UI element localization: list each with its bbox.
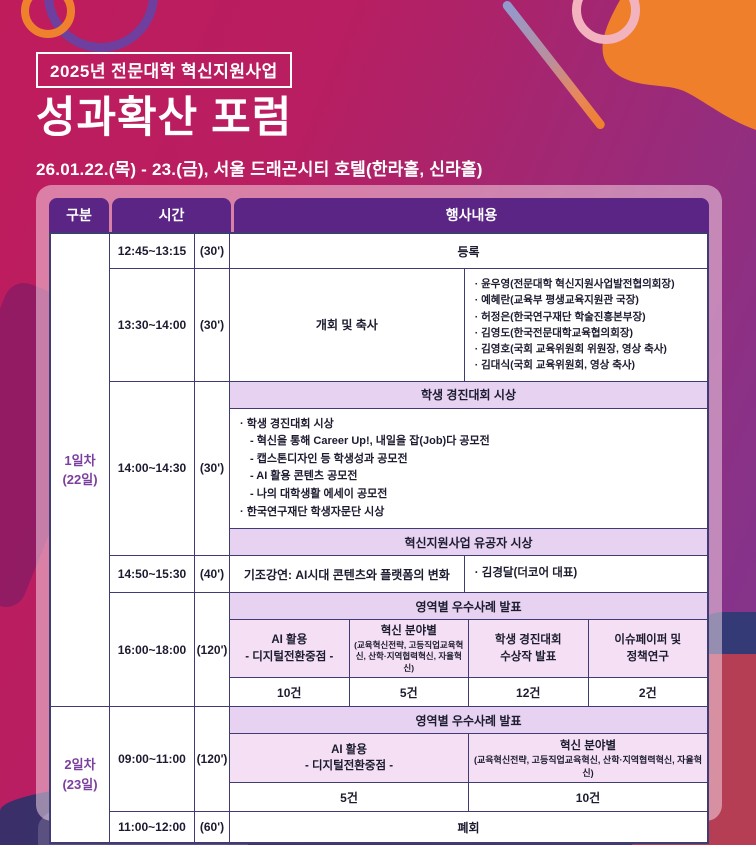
track-cell: AI 활용 - 디지털전환중점 - (230, 734, 468, 783)
program-badge: 2025년 전문대학 혁신지원사업 (36, 52, 292, 88)
schedule-panel: 구분 시간 행사내용 1일차 (22일) 12:45~13:15 (30') 등… (36, 185, 722, 845)
row-cases-day1: 16:00~18:00 (120') 영역별 우수사례 발표 AI 활용 - 디… (110, 592, 708, 707)
track-cell: 혁신 분야별 (교육혁신전략, 고등직업교육혁신, 산학·지역협력혁신, 자율혁… (468, 734, 707, 783)
award-item: · 학생 경진대회 시상 (240, 417, 334, 430)
track-counts: 5건 10건 (230, 783, 707, 812)
opening-title: 개회 및 축사 (230, 269, 465, 381)
count-cell: 10건 (468, 783, 707, 812)
speaker-item: · 허정은(한국연구재단 학술진흥본부장) (474, 310, 646, 323)
row-keynote: 14:50~15:30 (40') 기조강연: AI시대 콘텐츠와 플랫폼의 변… (110, 555, 707, 593)
page-title: 성과확산 포럼 (36, 94, 293, 142)
column-header-time: 시간 (112, 198, 231, 232)
count-cell: 10건 (277, 685, 302, 700)
schedule-table: 1일차 (22일) 12:45~13:15 (30') 등록 13:30~14:… (49, 232, 709, 845)
keynote-speaker: · 김경달(더코어 대표) (474, 567, 578, 580)
awards-list: · 학생 경진대회 시상 - 혁신을 통해 Career Up!, 내일을 잡(… (230, 409, 707, 529)
track-headers: AI 활용 - 디지털전환중점 - 혁신 분야별 (교육혁신전략, 고등직업교육… (230, 734, 707, 784)
award-item: - 나의 대학생활 에세이 공모전 (250, 487, 388, 500)
closing-label: 폐회 (457, 820, 480, 835)
speaker-item: · 예혜란(교육부 평생교육지원관 국장) (474, 294, 639, 307)
time-cell: 16:00~18:00 (110, 593, 195, 707)
time-cell: 14:00~14:30 (110, 381, 195, 556)
time-cell: 11:00~12:00 (110, 812, 195, 843)
time-cell: 14:50~15:30 (110, 556, 195, 593)
day2-section: 2일차 (23일) 09:00~11:00 (120') 영역별 우수사례 발표… (51, 706, 707, 843)
table-header-row: 구분 시간 행사내용 (49, 198, 709, 232)
award-item: - AI 활용 콘텐츠 공모전 (250, 470, 358, 483)
column-header-content: 행사내용 (234, 198, 709, 232)
ring-orange-icon (21, 0, 75, 38)
duration-cell: (30') (195, 234, 230, 268)
ring-pink-icon (572, 0, 640, 44)
count-cell: 12건 (468, 678, 588, 707)
column-header-category: 구분 (49, 198, 109, 232)
row-cases-day2: 09:00~11:00 (120') 영역별 우수사례 발표 AI 활용 - 디… (110, 707, 707, 812)
opening-speakers: · 윤우영(전문대학 혁신지원사업발전협의회장) · 예혜란(교육부 평생교육지… (465, 269, 707, 381)
orange-wave-blob-icon (602, 0, 756, 130)
awards-band-bottom: 혁신지원사업 유공자 시상 (230, 528, 707, 556)
count-cell: 5건 (340, 790, 358, 805)
track-cell: 이슈페이퍼 및 정책연구 (587, 620, 707, 678)
award-item: - 혁신을 통해 Career Up!, 내일을 잡(Job)다 공모전 (250, 435, 490, 448)
day1-label: 1일차 (22일) (51, 234, 110, 707)
track-counts: 10건 5건 12건 2건 (230, 678, 708, 707)
duration-cell: (120') (195, 707, 230, 812)
track-cell: AI 활용 - 디지털전환중점 - (230, 620, 349, 678)
day2-label: 2일차 (23일) (51, 707, 110, 843)
row-opening: 13:30~14:00 (30') 개회 및 축사 · 윤우영(전문대학 혁신지… (110, 268, 707, 381)
cases-band: 영역별 우수사례 발표 (230, 707, 707, 735)
track-headers: AI 활용 - 디지털전환중점 - 혁신 분야별 (교육혁신전략, 고등직업교육… (230, 620, 707, 679)
time-cell: 09:00~11:00 (110, 707, 195, 812)
duration-cell: (60') (195, 812, 230, 843)
speaker-item: · 윤우영(전문대학 혁신지원사업발전협의회장) (474, 278, 675, 290)
ring-purple-icon (44, 0, 158, 52)
row-awards: 14:00~14:30 (30') 학생 경진대회 시상 · 학생 경진대회 시… (110, 380, 707, 556)
duration-cell: (30') (195, 269, 230, 381)
time-cell: 13:30~14:00 (110, 269, 195, 381)
duration-cell: (30') (195, 381, 230, 556)
award-item: · 한국연구재단 학생자문단 시상 (240, 505, 385, 518)
track-cell: 학생 경진대회 수상작 발표 (468, 620, 588, 678)
duration-cell: (40') (195, 556, 230, 593)
duration-cell: (120') (195, 593, 230, 707)
row-closing: 11:00~12:00 (60') 폐회 (110, 811, 707, 843)
event-date-venue: 26.01.22.(목) - 23.(금), 서울 드래곤시티 호텔(한라홀, … (36, 160, 483, 180)
row-registration: 12:45~13:15 (30') 등록 (110, 234, 707, 268)
award-item: - 캡스톤디자인 등 학생성과 공모전 (250, 452, 408, 465)
day1-section: 1일차 (22일) 12:45~13:15 (30') 등록 13:30~14:… (51, 234, 708, 707)
speaker-item: · 김영호(국회 교육위원회 위원장, 영상 축사) (474, 343, 667, 356)
speaker-item: · 김영도(한국전문대학교육협의회장) (474, 326, 634, 339)
registration-label: 등록 (457, 244, 480, 259)
diagonal-line-icon (500, 0, 607, 131)
awards-band-top: 학생 경진대회 시상 (230, 381, 707, 409)
count-cell: 5건 (348, 678, 469, 707)
speaker-item: · 김대식(국회 교육위원회, 영상 축사) (474, 359, 636, 372)
keynote-title: 기조강연: AI시대 콘텐츠와 플랫폼의 변화 (230, 556, 465, 593)
time-cell: 12:45~13:15 (110, 234, 195, 268)
poster-header: 2025년 전문대학 혁신지원사업 성과확산 포럼 26.01.22.(목) -… (36, 52, 483, 180)
count-cell: 2건 (587, 678, 708, 707)
cases-band: 영역별 우수사례 발표 (230, 593, 707, 621)
track-cell: 혁신 분야별 (교육혁신전략, 고등직업교육혁신, 산학·지역협력혁신, 자율혁… (348, 620, 468, 678)
